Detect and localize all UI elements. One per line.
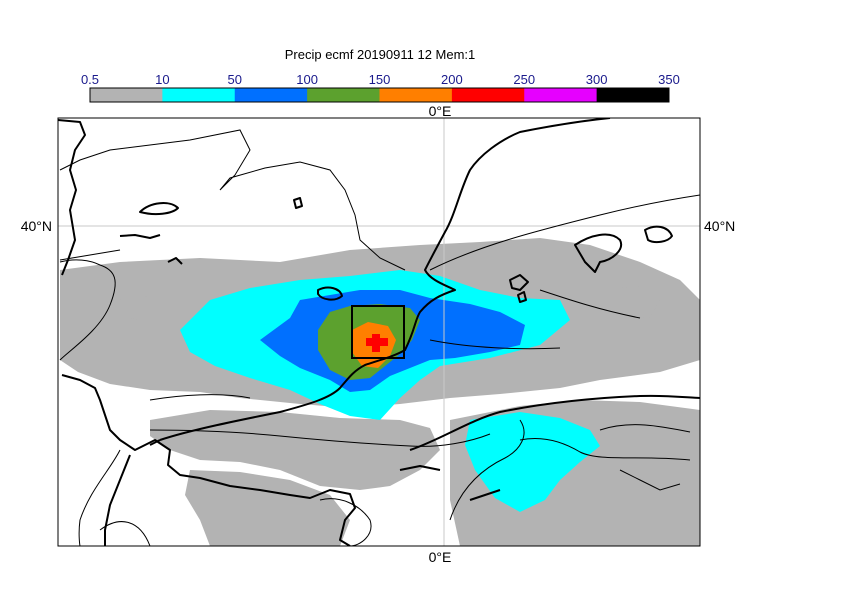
colorbar-tick-label: 350 bbox=[658, 72, 680, 87]
lon-label-top: 0°E bbox=[429, 103, 452, 119]
thin-borders bbox=[59, 129, 700, 546]
map-title: Precip ecmf 20190911 12 Mem:1 bbox=[284, 47, 476, 62]
colorbar-tick-label: 200 bbox=[441, 72, 463, 87]
colorbar-swatch bbox=[90, 88, 163, 102]
colorbar-swatch bbox=[596, 88, 670, 102]
colorbar: 0.5 10 50 100 150 200 250 300 350 bbox=[81, 72, 680, 103]
colorbar-swatch bbox=[524, 88, 598, 102]
colorbar-tick-label: 250 bbox=[513, 72, 535, 87]
precip-red bbox=[366, 334, 388, 352]
colorbar-tick-label: 50 bbox=[228, 72, 242, 87]
colorbar-swatch bbox=[379, 88, 453, 102]
lon-label-bottom: 0°E bbox=[429, 549, 452, 565]
colorbar-tick-label: 100 bbox=[296, 72, 318, 87]
colorbar-swatches bbox=[89, 87, 670, 103]
map-frame bbox=[57, 117, 701, 547]
focus-box bbox=[351, 305, 405, 359]
colorbar-tick-label: 0.5 bbox=[81, 72, 99, 87]
colorbar-swatch bbox=[451, 88, 525, 102]
coastlines bbox=[58, 118, 700, 546]
colorbar-tick-label: 150 bbox=[369, 72, 391, 87]
colorbar-tick-label: 300 bbox=[586, 72, 608, 87]
lat-label-right: 40°N bbox=[704, 218, 735, 234]
lat-label-left: 40°N bbox=[21, 218, 52, 234]
colorbar-border bbox=[89, 87, 670, 103]
gridlines bbox=[58, 118, 700, 546]
colorbar-swatch bbox=[234, 88, 308, 102]
colorbar-tick-labels: 0.5 10 50 100 150 200 250 300 350 bbox=[81, 72, 680, 87]
colorbar-swatch bbox=[307, 88, 380, 102]
colorbar-swatch bbox=[162, 88, 236, 102]
colorbar-tick-label: 10 bbox=[155, 72, 169, 87]
